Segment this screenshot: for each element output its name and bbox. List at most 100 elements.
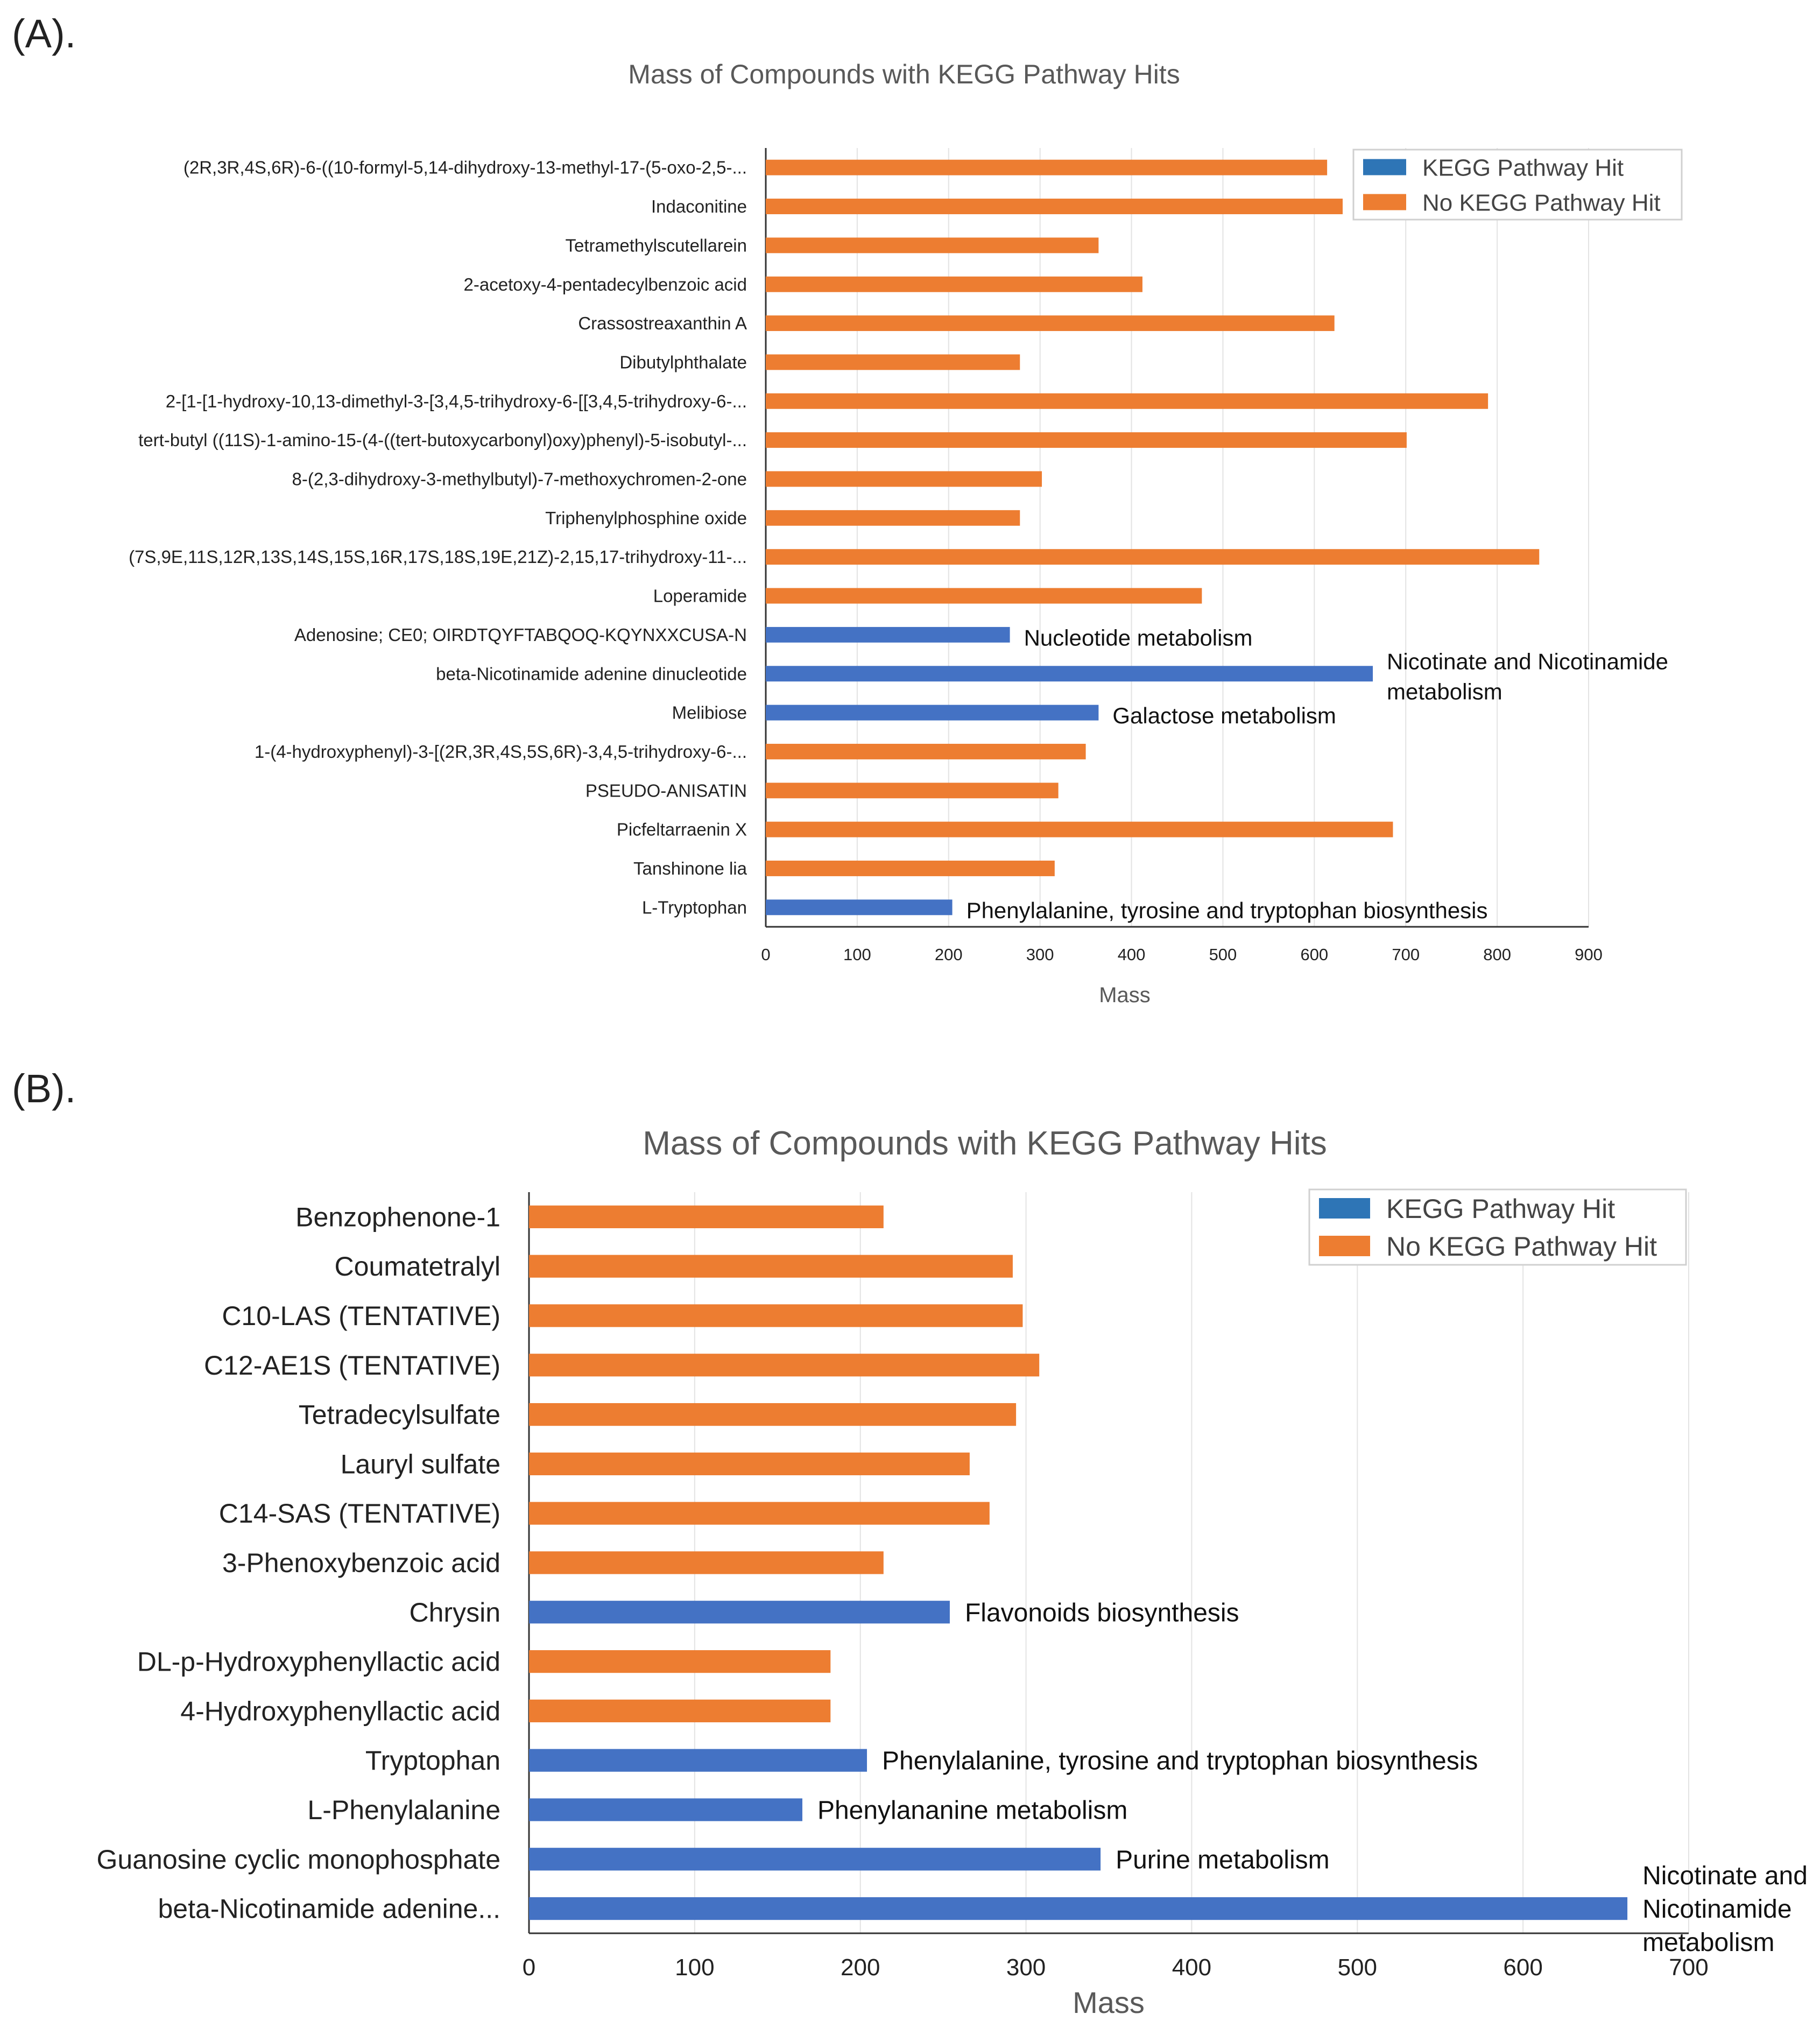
bar-no-kegg-hit <box>529 1650 831 1673</box>
category-label: 1-(4-hydroxyphenyl)-3-[(2R,3R,4S,5S,6R)-… <box>255 742 747 762</box>
bar-no-kegg-hit <box>529 1205 884 1229</box>
pathway-annotation: Purine metabolism <box>1116 1846 1330 1874</box>
x-tick-label: 200 <box>841 1954 880 1981</box>
bar-no-kegg-hit <box>766 237 1099 254</box>
category-label: tert-butyl ((11S)-1-amino-15-(4-((tert-b… <box>138 430 747 450</box>
legend-box <box>1352 149 1683 221</box>
category-label: Picfeltarraenin X <box>617 820 747 840</box>
pathway-annotation: Flavonoids biosynthesis <box>965 1599 1239 1627</box>
category-label: PSEUDO-ANISATIN <box>585 780 747 800</box>
x-tick-label: 400 <box>1172 1954 1211 1981</box>
category-label: Loperamide <box>653 586 747 606</box>
x-axis-label: Mass <box>1073 1985 1145 2019</box>
category-label: Triphenylphosphine oxide <box>545 508 747 528</box>
category-label: C10-LAS (TENTATIVE) <box>222 1301 500 1331</box>
category-label: Adenosine; CE0; OIRDTQYFTABQOQ-KQYNXXCUS… <box>294 625 747 645</box>
x-tick-label: 200 <box>935 945 963 964</box>
category-label: L-Tryptophan <box>642 897 747 917</box>
bar-no-kegg-hit <box>766 743 1086 759</box>
x-tick-label: 600 <box>1503 1954 1542 1981</box>
bar-no-kegg-hit <box>766 510 1020 526</box>
legend-label: No KEGG Pathway Hit <box>1386 1231 1657 1262</box>
bar-no-kegg-hit <box>529 1551 884 1574</box>
panel-a-label: (A). <box>12 11 76 56</box>
bar-no-kegg-hit <box>766 821 1393 837</box>
category-label: Coumatetralyl <box>335 1251 500 1281</box>
category-label: 2-acetoxy-4-pentadecylbenzoic acid <box>464 274 747 294</box>
legend-box <box>1308 1188 1687 1266</box>
bar-kegg-hit <box>766 626 1010 643</box>
bar-kegg-hit <box>766 705 1099 721</box>
x-tick-label: 500 <box>1338 1954 1377 1981</box>
bar-no-kegg-hit <box>529 1255 1013 1278</box>
category-label: (7S,9E,11S,12R,13S,14S,15S,16R,17S,18S,1… <box>129 547 747 567</box>
x-tick-label: 300 <box>1006 1954 1046 1981</box>
category-label: Crassostreaxanthin A <box>578 313 747 333</box>
pathway-annotation: Nucleotide metabolism <box>1024 625 1253 650</box>
legend-label: No KEGG Pathway Hit <box>1422 189 1661 216</box>
bar-no-kegg-hit <box>766 549 1540 565</box>
bar-no-kegg-hit <box>766 393 1489 409</box>
pathway-annotation: Nicotinate and <box>1642 1862 1808 1890</box>
category-label: Tanshinone lia <box>633 858 747 878</box>
bar-kegg-hit <box>529 1798 802 1821</box>
bar-kegg-hit <box>529 1848 1101 1871</box>
bar-no-kegg-hit <box>766 432 1407 448</box>
category-label: Tetramethylscutellarein <box>566 235 747 255</box>
category-label: Guanosine cyclic monophosphate <box>97 1844 500 1875</box>
panel-b-label: (B). <box>12 1066 76 1111</box>
category-label: beta-Nicotinamide adenine... <box>158 1894 501 1924</box>
bar-no-kegg-hit <box>529 1699 831 1723</box>
category-label: Melibiose <box>672 703 747 723</box>
pathway-annotation: Nicotinamide <box>1642 1895 1791 1924</box>
legend-swatch-kegg-hit <box>1319 1198 1370 1219</box>
bar-no-kegg-hit <box>529 1403 1017 1426</box>
bar-no-kegg-hit <box>766 159 1328 175</box>
bar-no-kegg-hit <box>529 1354 1040 1377</box>
bar-no-kegg-hit <box>766 861 1055 876</box>
x-tick-label: 400 <box>1118 945 1146 964</box>
bar-no-kegg-hit <box>766 471 1042 487</box>
panel-a: (A). Mass of Compounds with KEGG Pathway… <box>0 0 1820 1017</box>
bar-no-kegg-hit <box>766 276 1142 292</box>
bar-kegg-hit <box>529 1897 1628 1920</box>
pathway-annotation: Phenylananine metabolism <box>817 1797 1127 1825</box>
legend-swatch-kegg-hit <box>1363 159 1406 175</box>
bar-no-kegg-hit <box>766 354 1020 370</box>
x-tick-label: 0 <box>761 945 770 964</box>
category-label: Tetradecylsulfate <box>299 1400 500 1430</box>
pathway-annotation: Phenylalanine, tyrosine and tryptophan b… <box>882 1747 1478 1776</box>
bar-kegg-hit <box>529 1749 867 1772</box>
legend-label: KEGG Pathway Hit <box>1422 154 1624 181</box>
category-label: L-Phenylalanine <box>307 1795 500 1825</box>
chart-b: Mass of Compounds with KEGG Pathway Hits… <box>97 1125 1808 2019</box>
chart-title: Mass of Compounds with KEGG Pathway Hits <box>643 1125 1327 1162</box>
category-label: DL-p-Hydroxyphenyllactic acid <box>137 1647 500 1677</box>
bar-no-kegg-hit <box>766 588 1202 604</box>
panel-b: (B). Mass of Compounds with KEGG Pathway… <box>0 1055 1820 2032</box>
bar-no-kegg-hit <box>529 1502 990 1525</box>
bar-no-kegg-hit <box>529 1304 1023 1327</box>
x-tick-label: 100 <box>843 945 871 964</box>
category-label: Tryptophan <box>365 1745 500 1776</box>
x-tick-label: 700 <box>1392 945 1420 964</box>
category-label: C12-AE1S (TENTATIVE) <box>204 1350 500 1381</box>
bar-no-kegg-hit <box>766 199 1343 214</box>
category-label: (2R,3R,4S,6R)-6-((10-formyl-5,14-dihydro… <box>184 158 747 178</box>
bar-kegg-hit <box>529 1601 950 1624</box>
legend-swatch-no-kegg-hit <box>1363 194 1406 210</box>
x-tick-label: 100 <box>675 1954 714 1981</box>
x-tick-label: 800 <box>1483 945 1511 964</box>
category-label: 2-[1-[1-hydroxy-10,13-dimethyl-3-[3,4,5-… <box>166 391 747 411</box>
chart-title: Mass of Compounds with KEGG Pathway Hits <box>628 59 1180 89</box>
category-label: Indaconitine <box>651 196 747 216</box>
category-label: Chrysin <box>410 1597 500 1628</box>
x-axis-label: Mass <box>1099 983 1151 1007</box>
pathway-annotation: Galactose metabolism <box>1112 703 1336 728</box>
pathway-annotation: metabolism <box>1387 679 1502 705</box>
category-label: 3-Phenoxybenzoic acid <box>222 1548 500 1578</box>
x-tick-label: 600 <box>1300 945 1328 964</box>
category-label: beta-Nicotinamide adenine dinucleotide <box>436 664 747 684</box>
bar-kegg-hit <box>766 899 953 916</box>
category-label: C14-SAS (TENTATIVE) <box>219 1498 500 1529</box>
